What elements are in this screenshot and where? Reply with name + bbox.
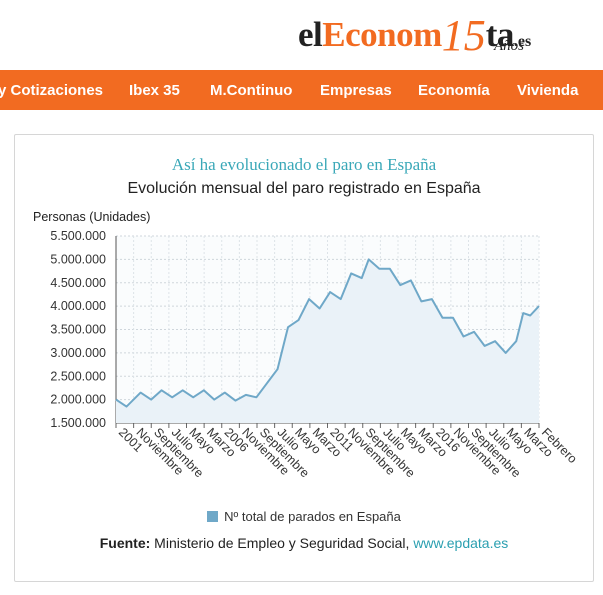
y-tick-label: 5.000.000 [50, 252, 106, 266]
logo-part-2: Econom [322, 15, 442, 54]
source-link[interactable]: www.epdata.es [413, 535, 509, 551]
unemployment-chart: 5.500.000 5.000.000 4.500.000 4.000.000 3.50… [50, 229, 579, 480]
legend-swatch [207, 511, 219, 522]
chart-legend[interactable]: Nº total de parados en España [15, 509, 593, 524]
nav-item-vivienda[interactable]: Vivienda [517, 82, 579, 99]
legend-label: Nº total de parados en España [224, 509, 401, 524]
series-area [116, 259, 539, 423]
logo-part-1: el [298, 15, 323, 54]
logo-number: 15 [441, 11, 486, 60]
y-axis-label: Personas (Unidades) [33, 210, 151, 224]
nav-item-empresas[interactable]: Empresas [320, 82, 392, 99]
nav-item-ibex35[interactable]: Ibex 35 [129, 82, 180, 99]
main-nav: y Cotizaciones Ibex 35 M.Continuo Empres… [0, 70, 603, 110]
logo-anos: Años [494, 38, 524, 54]
y-tick-label: 5.500.000 [50, 229, 106, 243]
y-tick-label: 1.500.000 [50, 416, 106, 430]
site-logo[interactable]: elEconom15ta.es Años [298, 6, 531, 62]
chart-headline: Así ha evolucionado el paro en España [171, 155, 437, 174]
y-tick-label: 4.000.000 [50, 299, 106, 313]
y-tick-label: 4.500.000 [50, 276, 106, 290]
nav-item-economia[interactable]: Economía [418, 82, 490, 99]
nav-item-cotizaciones[interactable]: y Cotizaciones [0, 82, 104, 99]
nav-item-mcontinuo[interactable]: M.Continuo [210, 82, 293, 99]
site-header: elEconom15ta.es Años [0, 0, 603, 68]
source-label: Fuente: [99, 535, 151, 551]
series-line [115, 258, 540, 408]
y-tick-label: 3.000.000 [50, 346, 106, 360]
chart-source: Fuente: Ministerio de Empleo y Seguridad… [15, 535, 593, 551]
y-tick-label: 2.000.000 [50, 393, 106, 407]
chart-card: Así ha evolucionado el paro en España Ev… [14, 134, 594, 582]
logo-tld: .es [513, 33, 532, 50]
y-tick-label: 2.500.000 [50, 369, 106, 383]
chart-title: Evolución mensual del paro registrado en… [127, 180, 481, 197]
logo-part-3: ta [485, 15, 515, 54]
y-tick-label: 3.500.000 [50, 323, 106, 337]
source-text: Ministerio de Empleo y Seguridad Social, [150, 535, 414, 551]
